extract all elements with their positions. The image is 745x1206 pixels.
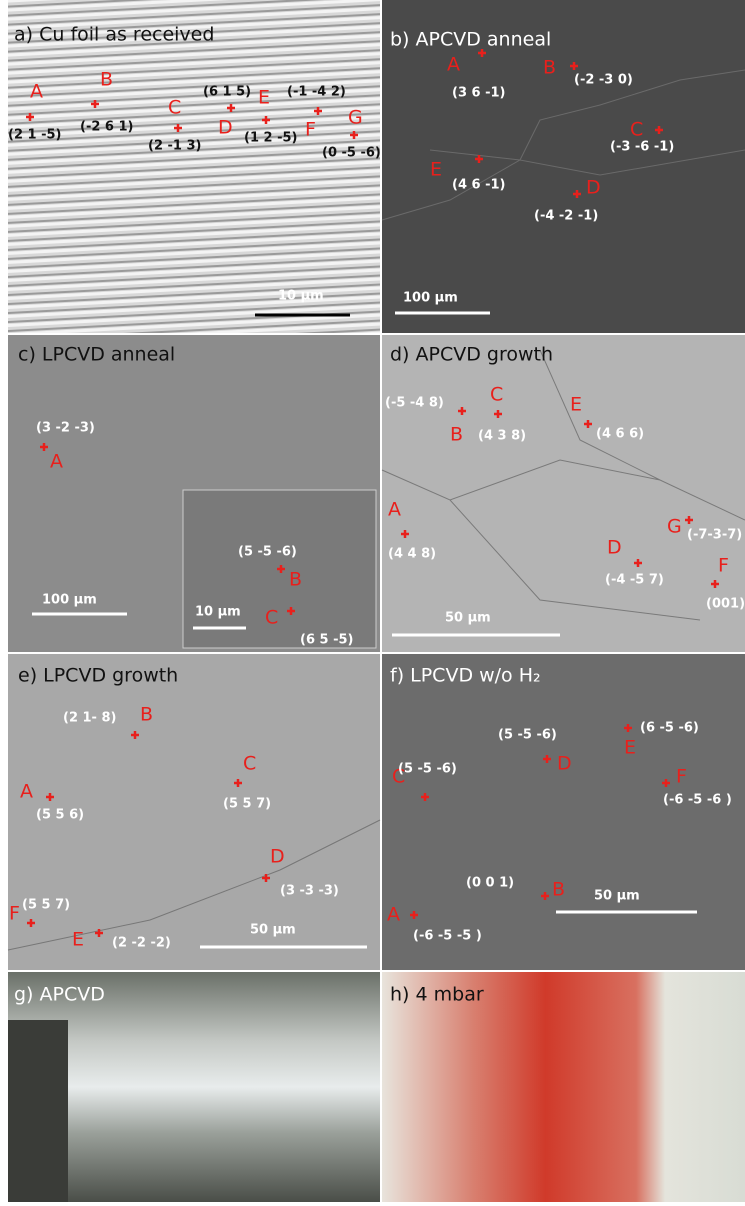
figure: a) Cu foil as received 10 μm A (2 1 -5) B (-2… bbox=[0, 0, 745, 1202]
photo bbox=[382, 972, 745, 1202]
miller-index: (-5 -4 8) bbox=[385, 396, 444, 411]
miller-index: (6 1 5) bbox=[203, 85, 251, 100]
miller-index: (-3 -6 -1) bbox=[610, 140, 674, 155]
miller-index: (6 -5 -6) bbox=[640, 721, 699, 736]
marker-label: B bbox=[543, 57, 556, 79]
marker-label: A bbox=[50, 451, 63, 473]
marker-label: A bbox=[388, 499, 401, 521]
miller-index: (3 -3 -3) bbox=[280, 884, 339, 899]
panel-title: b) APCVD anneal bbox=[390, 29, 551, 51]
miller-index: (5 5 7) bbox=[223, 797, 271, 812]
panel-title: d) APCVD growth bbox=[390, 344, 553, 366]
marker-label: C bbox=[168, 97, 181, 119]
miller-index: (-2 -3 0) bbox=[574, 73, 633, 88]
miller-index: (5 5 7) bbox=[22, 898, 70, 913]
scale-bar-label: 50 μm bbox=[250, 923, 296, 938]
marker-label: E bbox=[258, 87, 270, 109]
marker-label: B bbox=[100, 69, 113, 91]
marker-label: D bbox=[218, 117, 233, 139]
miller-index: (001) bbox=[706, 597, 745, 612]
marker-label: D bbox=[607, 537, 622, 559]
panel-title: e) LPCVD growth bbox=[18, 665, 178, 687]
scale-bar-label: 100 μm bbox=[42, 593, 97, 608]
marker-label: A bbox=[447, 54, 460, 76]
scale-bar-label: 50 μm bbox=[594, 889, 640, 904]
miller-index: (4 6 -1) bbox=[452, 178, 505, 193]
scale-bar-label: 100 μm bbox=[403, 291, 458, 306]
scale-bar-label: 10 μm bbox=[278, 289, 324, 304]
miller-index: (5 -5 -6) bbox=[398, 762, 457, 777]
marker-label: C bbox=[265, 607, 278, 629]
marker-label: C bbox=[243, 753, 256, 775]
marker-label: B bbox=[140, 704, 153, 726]
panel-title: g) APCVD bbox=[14, 984, 105, 1006]
miller-index: (4 6 6) bbox=[596, 427, 644, 442]
miller-index: (5 -5 -6) bbox=[498, 728, 557, 743]
miller-index: (2 -1 3) bbox=[148, 139, 201, 154]
miller-index: (-2 6 1) bbox=[80, 120, 133, 135]
miller-index: (0 -5 -6) bbox=[322, 146, 381, 161]
panel-title: f) LPCVD w/o H₂ bbox=[390, 665, 541, 687]
miller-index: (-6 -5 -6 ) bbox=[663, 793, 732, 808]
miller-index: (-4 -2 -1) bbox=[534, 209, 598, 224]
marker-label: C bbox=[490, 384, 503, 406]
marker-label: E bbox=[624, 737, 636, 759]
marker-label: D bbox=[557, 753, 572, 775]
miller-index: (6 5 -5) bbox=[300, 633, 353, 648]
marker-label: G bbox=[348, 107, 363, 129]
miller-index: (2 1- 8) bbox=[63, 711, 116, 726]
marker-label: F bbox=[718, 555, 729, 577]
miller-index: (-4 -5 7) bbox=[605, 573, 664, 588]
miller-index: (4 4 8) bbox=[388, 547, 436, 562]
marker-label: A bbox=[387, 904, 400, 926]
marker-label: E bbox=[430, 159, 442, 181]
marker-label: E bbox=[570, 394, 582, 416]
marker-label: A bbox=[20, 781, 33, 803]
marker-label: E bbox=[72, 929, 84, 951]
micrograph bbox=[8, 0, 380, 333]
marker-label: D bbox=[270, 846, 285, 868]
photo-detail bbox=[8, 1020, 68, 1202]
marker-label: D bbox=[586, 177, 601, 199]
miller-index: (2 1 -5) bbox=[8, 128, 61, 143]
scale-bar-label: 10 μm bbox=[195, 605, 241, 620]
miller-index: (2 -2 -2) bbox=[112, 936, 171, 951]
marker-label: B bbox=[552, 879, 565, 901]
scale-bar-label: 50 μm bbox=[445, 611, 491, 626]
marker-label: F bbox=[9, 903, 20, 925]
miller-index: (3 6 -1) bbox=[452, 86, 505, 101]
marker-label: A bbox=[30, 81, 43, 103]
miller-index: (-7-3-7) bbox=[687, 528, 742, 543]
panel-title: h) 4 mbar bbox=[390, 984, 484, 1006]
panel-title: c) LPCVD anneal bbox=[18, 344, 175, 366]
miller-index: (1 2 -5) bbox=[244, 131, 297, 146]
marker-label: B bbox=[450, 424, 463, 446]
panel-title: a) Cu foil as received bbox=[14, 24, 214, 46]
miller-index: (-1 -4 2) bbox=[287, 85, 346, 100]
miller-index: (-6 -5 -5 ) bbox=[413, 929, 482, 944]
miller-index: (0 0 1) bbox=[466, 876, 514, 891]
marker-label: F bbox=[676, 766, 687, 788]
micrograph bbox=[382, 654, 745, 970]
marker-label: G bbox=[667, 516, 682, 538]
marker-label: B bbox=[289, 569, 302, 591]
miller-index: (4 3 8) bbox=[478, 429, 526, 444]
marker-label: F bbox=[305, 119, 316, 141]
miller-index: (5 -5 -6) bbox=[238, 545, 297, 560]
marker-label: C bbox=[630, 119, 643, 141]
miller-index: (3 -2 -3) bbox=[36, 421, 95, 436]
miller-index: (5 5 6) bbox=[36, 808, 84, 823]
